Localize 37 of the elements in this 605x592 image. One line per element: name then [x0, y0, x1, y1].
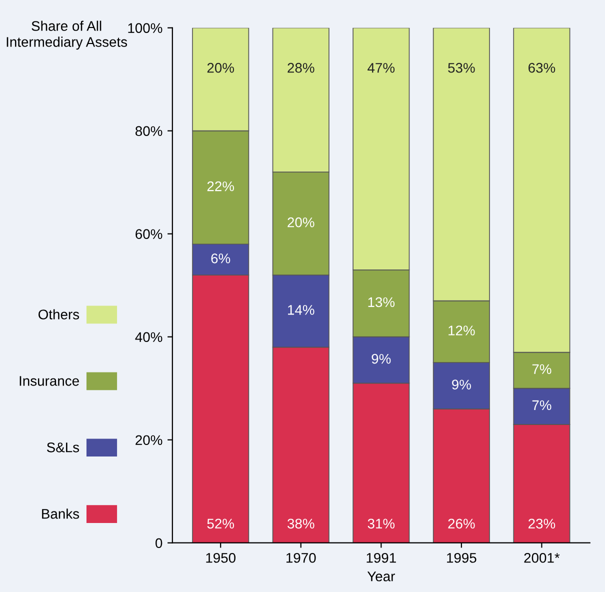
y-tick-label: 40% — [135, 332, 162, 342]
y-tick-label: 80% — [136, 126, 162, 136]
x-axis-title: Year — [367, 572, 395, 582]
data-label: 22% — [207, 181, 234, 192]
data-label: 31% — [368, 518, 395, 529]
x-tick-label: 1970 — [286, 552, 316, 563]
data-label: 38% — [288, 518, 314, 529]
data-label: 47% — [368, 62, 395, 73]
data-label: 52% — [207, 518, 234, 529]
data-label: 9% — [372, 354, 391, 364]
data-label: 7% — [532, 364, 552, 374]
data-label: 6% — [211, 253, 230, 264]
x-tick-label: 2001* — [524, 552, 560, 563]
legend-label: Insurance — [20, 376, 79, 386]
data-label: 7% — [532, 400, 552, 410]
data-label: 63% — [528, 62, 556, 73]
legend-label: Banks — [42, 508, 80, 519]
data-label: 20% — [288, 217, 314, 228]
x-tick-label: 1950 — [206, 552, 236, 563]
legend-label: Others — [38, 309, 80, 320]
y-tick-label: 60% — [136, 229, 162, 240]
data-label: 28% — [288, 62, 314, 73]
y-tick-label: 20% — [136, 435, 162, 446]
x-tick-label: 1991 — [366, 552, 396, 563]
data-label: 26% — [448, 518, 475, 529]
data-label: 13% — [368, 297, 395, 308]
y-tick-label: 100% — [128, 23, 162, 33]
data-label: 14% — [288, 305, 314, 315]
y-tick-label: 0 — [156, 538, 162, 548]
x-tick-label: 1995 — [447, 552, 476, 563]
data-label: 12% — [448, 326, 475, 336]
data-label: 9% — [452, 380, 471, 390]
y-axis-title: Share of All Intermediary Assets — [6, 20, 128, 50]
data-label: 23% — [528, 518, 556, 529]
legend-label: S&Ls — [46, 442, 80, 452]
data-label: 53% — [448, 62, 475, 73]
data-label: 20% — [207, 62, 234, 73]
